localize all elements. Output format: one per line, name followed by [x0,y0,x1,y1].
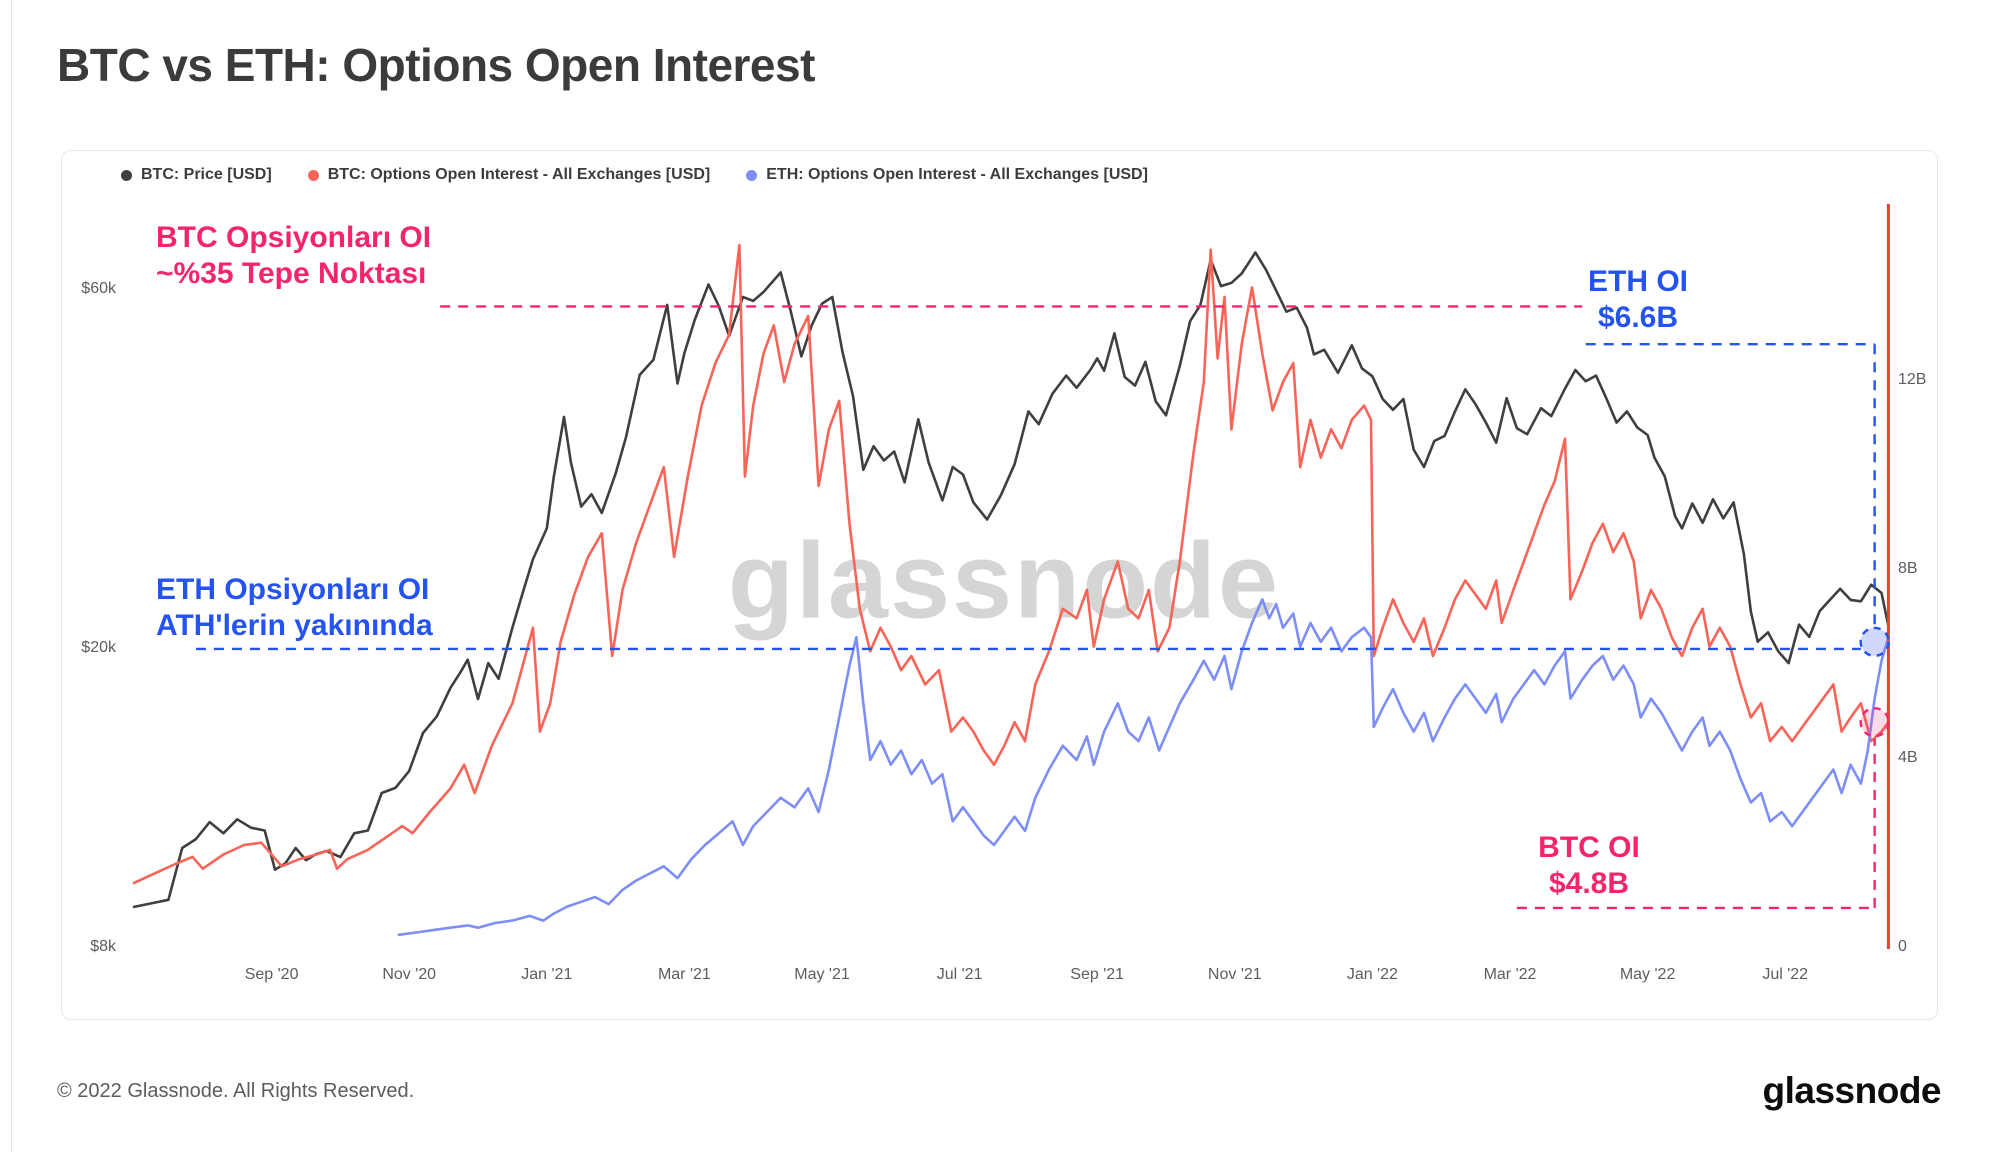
annotation-btc-oi-peak: BTC Opsiyonları OI ~%35 Tepe Noktası [156,220,431,292]
annotation-line: ~%35 Tepe Noktası [156,257,427,290]
annotation-eth-oi-now: ETH OI $6.6B [1588,264,1688,336]
x-axis-tick: May '22 [1619,966,1676,983]
annotation-line: ETH OI [1587,265,1689,298]
copyright-text: © 2022 Glassnode. All Rights Reserved. [57,1080,415,1102]
legend-dot-btc-price-icon [121,169,132,181]
y-axis-right-tick: 12B [1898,371,1927,388]
x-axis-tick: Mar '22 [1483,966,1537,983]
legend-item-btc-price[interactable]: BTC: Price [USD] [121,166,272,184]
annotation-line: BTC Opsiyonları OI [156,221,432,254]
x-axis-tick: Jul '21 [936,966,983,983]
legend-dot-btc-oi-icon [307,169,319,181]
annotation-line: ETH Opsiyonları OI [156,573,430,606]
legend-dot-eth-oi-icon [746,169,758,181]
annotation-line: ATH'lerin yakınında [156,609,433,642]
x-axis-tick: May '21 [794,966,850,983]
x-axis-tick: Nov '20 [382,966,437,983]
x-axis-tick: Nov '21 [1207,966,1262,983]
legend-item-btc-oi[interactable]: BTC: Options Open Interest - All Exchang… [307,166,711,184]
x-axis-tick: Sep '21 [1070,966,1125,983]
legend-label: ETH: Options Open Interest - All Exchang… [766,166,1148,183]
y-axis-right-tick: 0 [1898,938,1907,955]
x-axis-tick: Sep '20 [244,966,299,983]
x-axis-tick: Jan '21 [521,966,573,983]
chart-legend: BTC: Price [USD] BTC: Options Open Intere… [121,166,1148,184]
legend-label: BTC: Options Open Interest - All Exchang… [327,166,711,183]
legend-item-eth-oi[interactable]: ETH: Options Open Interest - All Exchang… [746,166,1148,184]
y-axis-left-tick: $8k [90,938,116,955]
x-axis-tick: Jul '22 [1762,966,1809,983]
annotation-line: BTC OI [1538,831,1640,864]
x-axis-tick: Mar '21 [657,966,711,983]
legend-label: BTC: Price [USD] [141,166,272,183]
y-axis-left-tick: $60k [81,279,116,297]
x-axis-tick: Jan '22 [1346,966,1398,983]
annotation-btc-oi-now: BTC OI $4.8B [1538,830,1640,902]
y-axis-left-tick: $20k [81,638,116,656]
y-axis-right-tick: 8B [1898,560,1918,577]
y-axis-right-tick: 4B [1898,749,1918,766]
annotation-line: $4.8B [1548,867,1630,900]
glassnode-logo: glassnode [1762,1070,1942,1111]
annotation-line: $6.6B [1597,301,1679,334]
annotation-eth-oi-ath: ETH Opsiyonları OI ATH'lerin yakınında [156,572,433,644]
page-title: BTC vs ETH: Options Open Interest [57,39,815,91]
page-left-border [11,0,12,1152]
